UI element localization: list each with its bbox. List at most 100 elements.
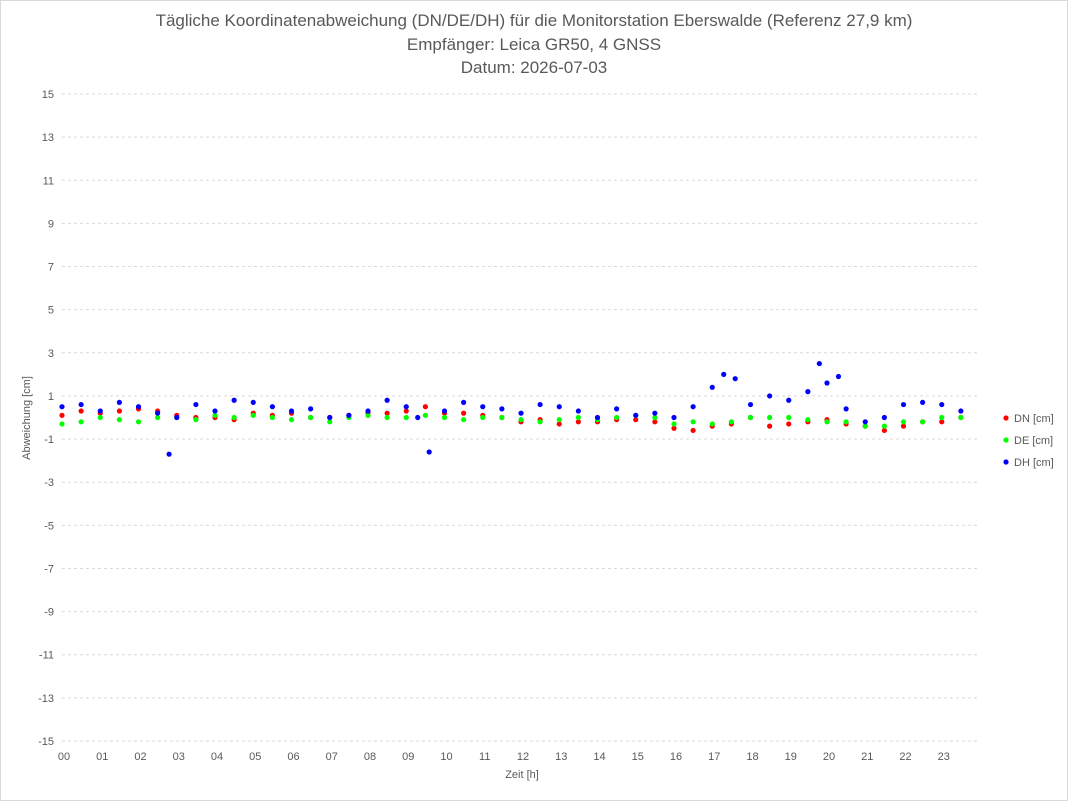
data-point — [78, 419, 84, 425]
data-point — [193, 417, 199, 423]
data-point — [594, 414, 601, 421]
data-point — [327, 414, 333, 421]
y-tick-label: 15 — [42, 89, 54, 101]
data-point — [939, 419, 945, 425]
y-tick-label: -1 — [44, 434, 54, 446]
data-point — [805, 389, 811, 395]
data-point — [939, 401, 945, 408]
data-point — [862, 419, 868, 425]
data-point — [556, 417, 562, 423]
data-point — [212, 408, 218, 414]
grid-lines — [62, 93, 980, 742]
data-point — [786, 421, 792, 427]
x-tick-label: 08 — [364, 751, 376, 763]
data-point — [135, 419, 142, 425]
legend-marker — [1003, 415, 1009, 421]
data-point — [575, 414, 581, 421]
x-tick-label: 22 — [899, 751, 911, 763]
data-point — [843, 406, 849, 412]
data-point — [556, 421, 562, 427]
data-point — [441, 414, 448, 421]
x-tick-label: 11 — [479, 751, 490, 763]
legend-marker — [1003, 459, 1009, 465]
data-point — [403, 404, 409, 410]
x-tick-label: 02 — [134, 751, 146, 763]
data-point — [250, 412, 256, 418]
x-tick-label: 13 — [555, 751, 567, 763]
data-point — [384, 414, 390, 421]
data-point — [116, 408, 122, 414]
data-point — [786, 397, 792, 403]
data-point — [480, 414, 486, 421]
data-point — [212, 412, 218, 418]
y-tick-label: 7 — [48, 262, 54, 274]
data-point — [269, 414, 275, 421]
chart-date: Datum: 2026-07-03 — [460, 58, 608, 77]
y-tick-labels: 15 13 11 9 7 5 3 1 -1 -3 -5 -7 -9 -11 -13 -15 — [38, 89, 54, 748]
y-tick-label: -7 — [44, 563, 54, 575]
y-tick-label: 3 — [48, 348, 54, 360]
data-point — [231, 397, 237, 403]
data-point — [767, 423, 773, 429]
data-point — [747, 401, 754, 408]
y-tick-label: -3 — [44, 477, 54, 489]
data-point — [461, 417, 467, 423]
data-point — [709, 384, 715, 390]
data-point — [671, 421, 677, 427]
y-axis-label: Abweichung [cm] — [21, 376, 33, 460]
data-point — [690, 404, 696, 410]
data-point — [690, 427, 696, 434]
data-point — [958, 414, 964, 421]
legend: DN [cm] DE [cm] DH [cm] — [1003, 413, 1054, 469]
data-point — [824, 419, 830, 425]
data-point — [881, 414, 887, 421]
y-tick-label: -11 — [39, 650, 54, 662]
data-point — [900, 419, 907, 425]
data-point — [862, 423, 868, 429]
data-point — [346, 412, 352, 418]
y-tick-label: 5 — [48, 305, 54, 317]
x-tick-labels: 00 01 02 03 04 05 06 07 08 09 10 11 12 13 14 15 16 17 18 19… — [58, 751, 950, 763]
data-point — [422, 404, 428, 410]
data-point — [728, 419, 734, 425]
y-tick-label: -13 — [38, 693, 54, 705]
data-point — [327, 419, 333, 425]
legend-label: DE [cm] — [1014, 435, 1053, 447]
x-tick-label: 14 — [593, 751, 605, 763]
x-tick-label: 23 — [938, 751, 950, 763]
data-point — [537, 419, 543, 425]
x-tick-label: 06 — [287, 751, 299, 763]
data-point — [384, 410, 390, 416]
x-tick-label: 00 — [58, 751, 70, 763]
data-point — [78, 408, 84, 414]
x-tick-label: 07 — [326, 751, 338, 763]
data-point — [193, 401, 199, 408]
data-point — [786, 414, 792, 421]
data-point — [59, 412, 65, 418]
x-tick-label: 20 — [823, 751, 835, 763]
x-tick-label: 04 — [211, 751, 223, 763]
data-point — [288, 408, 295, 414]
data-point — [881, 423, 887, 429]
data-point — [939, 414, 945, 421]
x-tick-label: 05 — [249, 751, 261, 763]
y-tick-label: 13 — [42, 132, 54, 144]
data-point — [575, 408, 581, 414]
data-point — [269, 404, 275, 410]
data-point — [747, 414, 754, 421]
data-point — [652, 419, 658, 425]
data-point — [441, 408, 448, 414]
data-point — [518, 410, 524, 416]
data-point — [461, 410, 467, 416]
x-tick-label: 03 — [173, 751, 185, 763]
data-point — [767, 393, 773, 399]
data-point — [958, 408, 964, 414]
x-tick-label: 18 — [746, 751, 758, 763]
y-tick-label: -5 — [44, 520, 54, 532]
data-point — [461, 399, 467, 406]
x-tick-label: 15 — [632, 751, 644, 763]
data-point — [721, 371, 727, 377]
data-point — [250, 399, 256, 406]
y-tick-label: 11 — [43, 175, 54, 187]
